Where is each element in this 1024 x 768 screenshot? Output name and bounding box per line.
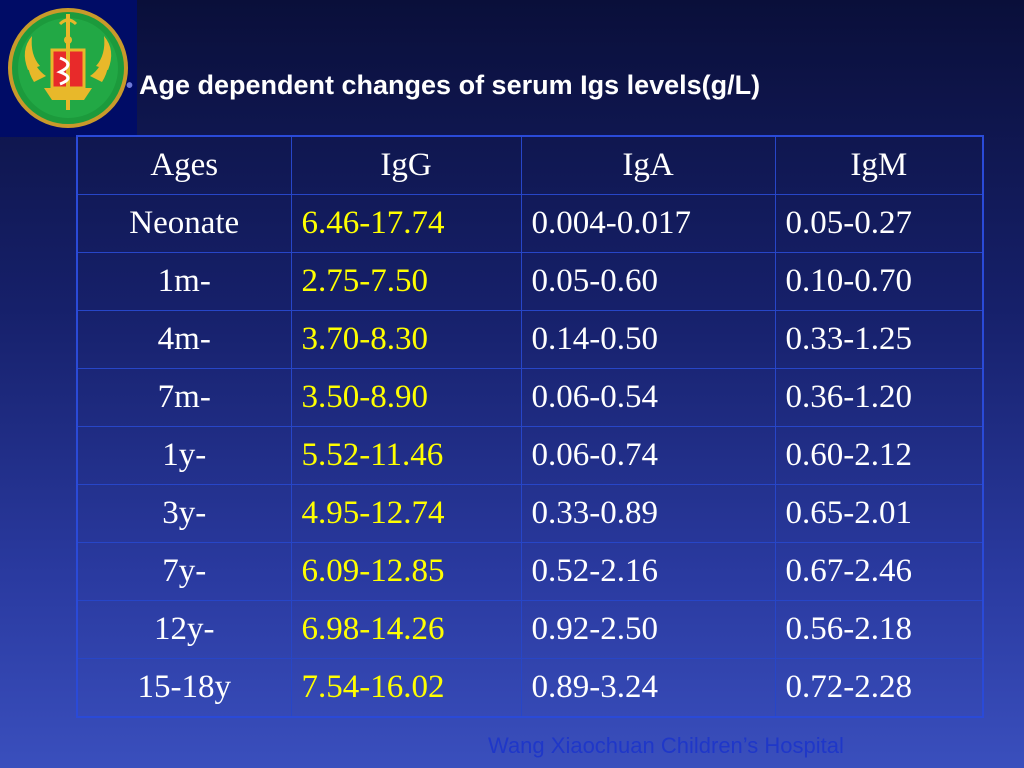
table-row: 4m- 3.70-8.30 0.14-0.50 0.33-1.25 — [76, 310, 984, 369]
header-iga: IgA — [520, 135, 776, 195]
igg-cell: 5.52-11.46 — [290, 426, 522, 485]
table-row: 3y- 4.95-12.74 0.33-0.89 0.65-2.01 — [76, 484, 984, 543]
igm-cell: 0.67-2.46 — [774, 542, 984, 601]
age-cell: Neonate — [76, 194, 292, 253]
igs-table: Ages IgG IgA IgM Neonate 6.46-17.74 0.00… — [76, 135, 984, 718]
header-igg: IgG — [290, 135, 522, 195]
iga-cell: 0.92-2.50 — [520, 600, 776, 659]
igm-cell: 0.72-2.28 — [774, 658, 984, 718]
table-row: 7m- 3.50-8.90 0.06-0.54 0.36-1.20 — [76, 368, 984, 427]
igg-cell: 7.54-16.02 — [290, 658, 522, 718]
igg-cell: 6.46-17.74 — [290, 194, 522, 253]
header-ages: Ages — [76, 135, 292, 195]
age-cell: 7m- — [76, 368, 292, 427]
iga-cell: 0.14-0.50 — [520, 310, 776, 369]
iga-cell: 0.89-3.24 — [520, 658, 776, 718]
igg-cell: 3.70-8.30 — [290, 310, 522, 369]
igg-cell: 4.95-12.74 — [290, 484, 522, 543]
igm-cell: 0.65-2.01 — [774, 484, 984, 543]
iga-cell: 0.004-0.017 — [520, 194, 776, 253]
table-row: 15-18y 7.54-16.02 0.89-3.24 0.72-2.28 — [76, 658, 984, 718]
iga-cell: 0.33-0.89 — [520, 484, 776, 543]
header-row: Ages IgG IgA IgM — [76, 135, 984, 195]
igm-cell: 0.60-2.12 — [774, 426, 984, 485]
age-cell: 7y- — [76, 542, 292, 601]
igm-cell: 0.56-2.18 — [774, 600, 984, 659]
iga-cell: 0.05-0.60 — [520, 252, 776, 311]
slide-title: • Age dependent changes of serum Igs leve… — [126, 70, 760, 101]
table-row: 7y- 6.09-12.85 0.52-2.16 0.67-2.46 — [76, 542, 984, 601]
table-row: Neonate 6.46-17.74 0.004-0.017 0.05-0.27 — [76, 194, 984, 253]
hospital-emblem-icon — [8, 8, 128, 128]
footer-hospital-name: Wang Xiaochuan Children’s Hospital — [488, 733, 844, 758]
igm-cell: 0.05-0.27 — [774, 194, 984, 253]
igg-cell: 3.50-8.90 — [290, 368, 522, 427]
age-cell: 3y- — [76, 484, 292, 543]
igg-cell: 6.09-12.85 — [290, 542, 522, 601]
table-row: 12y- 6.98-14.26 0.92-2.50 0.56-2.18 — [76, 600, 984, 659]
iga-cell: 0.06-0.74 — [520, 426, 776, 485]
igg-cell: 2.75-7.50 — [290, 252, 522, 311]
igm-cell: 0.10-0.70 — [774, 252, 984, 311]
igg-cell: 6.98-14.26 — [290, 600, 522, 659]
header-igm: IgM — [774, 135, 984, 195]
age-cell: 4m- — [76, 310, 292, 369]
iga-cell: 0.06-0.54 — [520, 368, 776, 427]
age-cell: 1m- — [76, 252, 292, 311]
igm-cell: 0.36-1.20 — [774, 368, 984, 427]
iga-cell: 0.52-2.16 — [520, 542, 776, 601]
slide-title-text: Age dependent changes of serum Igs level… — [139, 70, 761, 100]
age-cell: 1y- — [76, 426, 292, 485]
age-cell: 15-18y — [76, 658, 292, 718]
hospital-logo — [0, 0, 137, 137]
table-row: 1y- 5.52-11.46 0.06-0.74 0.60-2.12 — [76, 426, 984, 485]
age-cell: 12y- — [76, 600, 292, 659]
table-row: 1m- 2.75-7.50 0.05-0.60 0.10-0.70 — [76, 252, 984, 311]
bullet-icon: • — [126, 75, 134, 98]
igm-cell: 0.33-1.25 — [774, 310, 984, 369]
